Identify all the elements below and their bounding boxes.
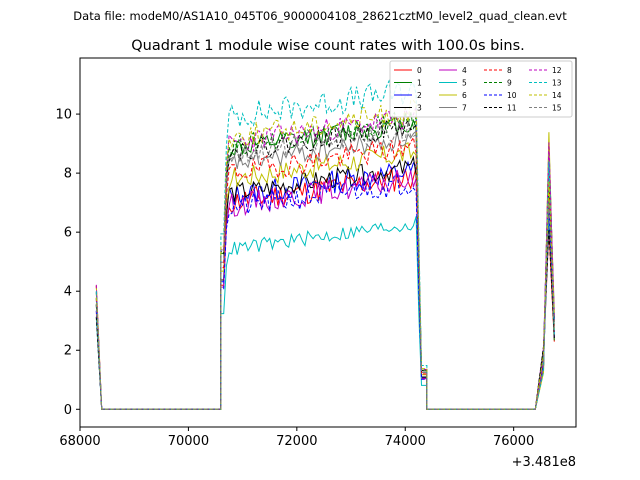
y-tick-label: 0 [64, 403, 72, 418]
legend-label-15: 15 [552, 104, 562, 113]
series-line-5 [95, 216, 555, 410]
legend-label-0: 0 [417, 66, 422, 75]
legend-label-10: 10 [507, 91, 517, 100]
legend-label-2: 2 [417, 91, 422, 100]
series-line-7 [95, 130, 555, 410]
series-line-3 [95, 155, 555, 410]
series-line-4 [95, 169, 555, 410]
legend-label-6: 6 [462, 91, 467, 100]
series-line-1 [95, 116, 555, 410]
series-line-13 [95, 79, 555, 410]
y-tick-label: 10 [55, 108, 72, 123]
legend-label-3: 3 [417, 104, 422, 113]
x-tick-label: 70000 [168, 434, 209, 449]
x-tick-label: 72000 [276, 434, 317, 449]
legend-label-5: 5 [462, 79, 467, 88]
series-line-6 [95, 132, 555, 410]
series-line-8 [95, 136, 555, 410]
legend-label-8: 8 [507, 66, 512, 75]
series-layer [95, 79, 555, 410]
series-line-10 [95, 174, 555, 410]
legend-label-7: 7 [462, 104, 467, 113]
legend-label-13: 13 [552, 79, 562, 88]
y-tick-label: 6 [64, 226, 72, 241]
x-tick-label: 68000 [59, 434, 100, 449]
y-tick-label: 2 [64, 344, 72, 359]
plot-area-frame [79, 57, 577, 428]
series-line-9 [95, 111, 555, 410]
suptitle: Data file: modeM0/AS1A10_045T06_90000041… [73, 9, 567, 23]
legend-label-14: 14 [552, 91, 562, 100]
series-line-0 [95, 166, 555, 410]
y-tick-label: 8 [64, 167, 72, 182]
x-offset-label: +3.481e8 [512, 455, 576, 470]
legend-label-1: 1 [417, 79, 422, 88]
series-line-14 [95, 99, 555, 410]
y-tick-label: 4 [64, 285, 72, 300]
legend-label-9: 9 [507, 79, 512, 88]
x-tick-label: 76000 [493, 434, 534, 449]
legend-label-4: 4 [462, 66, 467, 75]
legend-label-11: 11 [507, 104, 517, 113]
series-line-11 [95, 119, 555, 410]
legend-label-12: 12 [552, 66, 562, 75]
series-line-2 [95, 160, 555, 410]
x-tick-label: 74000 [385, 434, 426, 449]
chart-title: Quadrant 1 module wise count rates with … [131, 38, 525, 54]
series-line-15 [95, 121, 555, 410]
legend-box [389, 60, 573, 118]
axis-ticks: 68000 70000 72000 74000 76000 0 2 4 6 8 10 [55, 108, 534, 449]
